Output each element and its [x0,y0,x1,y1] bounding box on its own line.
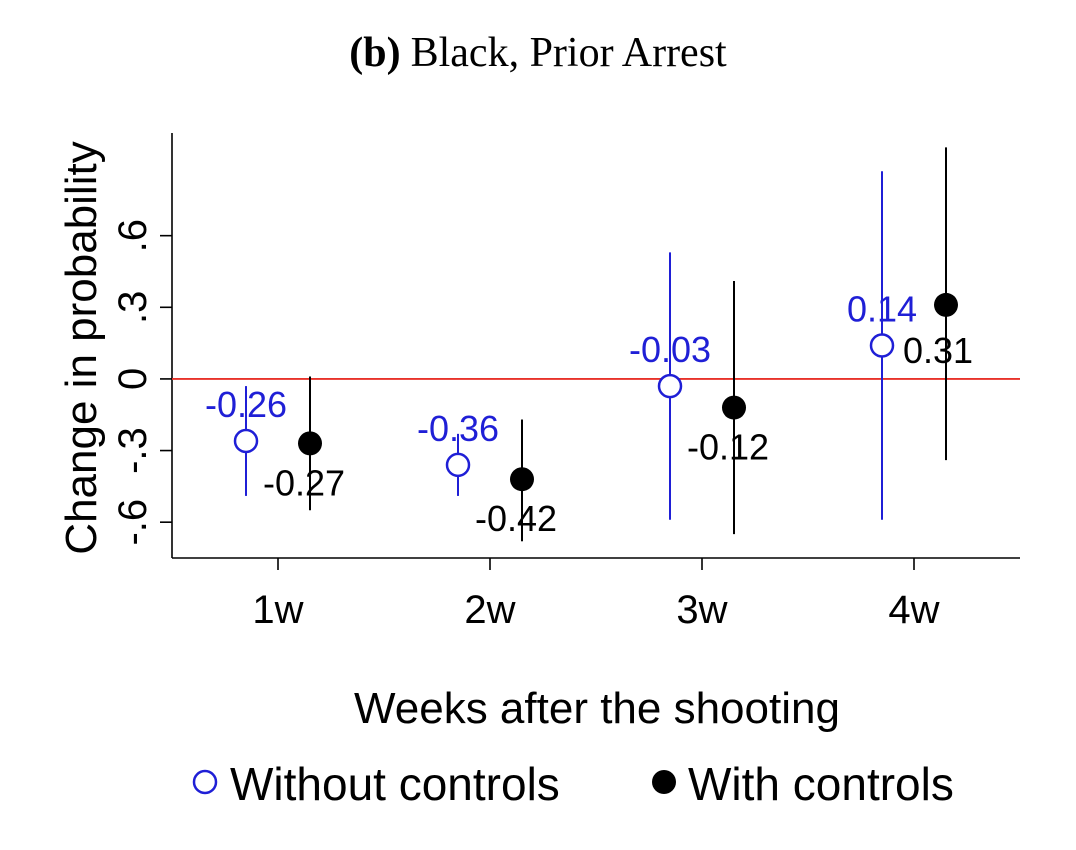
point-with-controls [510,467,534,492]
point-without-controls [657,373,683,399]
legend-marker-filled-circle-icon [652,770,676,794]
chart-title: (b) Black, Prior Arrest [349,30,727,76]
x-tick-label: 2w [464,588,515,632]
point-with-controls [298,431,322,456]
legend-label-without-controls: Without controls [230,758,560,810]
data-label-without-controls: 0.14 [847,289,917,330]
point-with-controls [934,292,958,317]
data-label-without-controls: -0.26 [205,384,287,425]
y-tick-label: .3 [111,291,155,324]
x-tick-label: 4w [888,588,939,632]
legend: Without controls With controls [192,758,954,810]
chart-title-prefix: (b) [349,30,400,76]
data-label-without-controls: -0.36 [417,408,499,449]
x-tick-label: 3w [676,588,727,632]
legend-label-with-controls: With controls [688,758,954,810]
data-label-with-controls: -0.27 [263,462,345,503]
point-without-controls [445,452,471,478]
point-with-controls [722,395,746,420]
data-label-with-controls: -0.12 [687,427,769,468]
legend-item-without-controls: Without controls [192,758,560,810]
y-tick-label: -.3 [111,427,155,474]
legend-marker-hollow-circle-icon [192,769,218,795]
point-without-controls [869,333,895,358]
y-tick-label: .6 [111,219,155,252]
point-without-controls [233,428,259,454]
data-label-with-controls: -0.42 [475,498,557,539]
y-tick-label: -.6 [111,499,155,546]
data-label-without-controls: -0.03 [629,329,711,370]
x-tick-label: 1w [252,588,303,632]
plot-area: -.6 -.3 0 .3 .6 1w 2w 3w 4w -0.26 -0.36 -0.03 0.14 -0… [111,133,1020,632]
y-axis-title: Change in probability [57,141,106,554]
x-axis-title: Weeks after the shooting [354,684,840,733]
legend-item-with-controls: With controls [652,758,954,810]
chart-title-main: Black, Prior Arrest [411,30,727,76]
y-tick-label: 0 [111,368,155,390]
data-label-with-controls: 0.31 [903,330,973,371]
